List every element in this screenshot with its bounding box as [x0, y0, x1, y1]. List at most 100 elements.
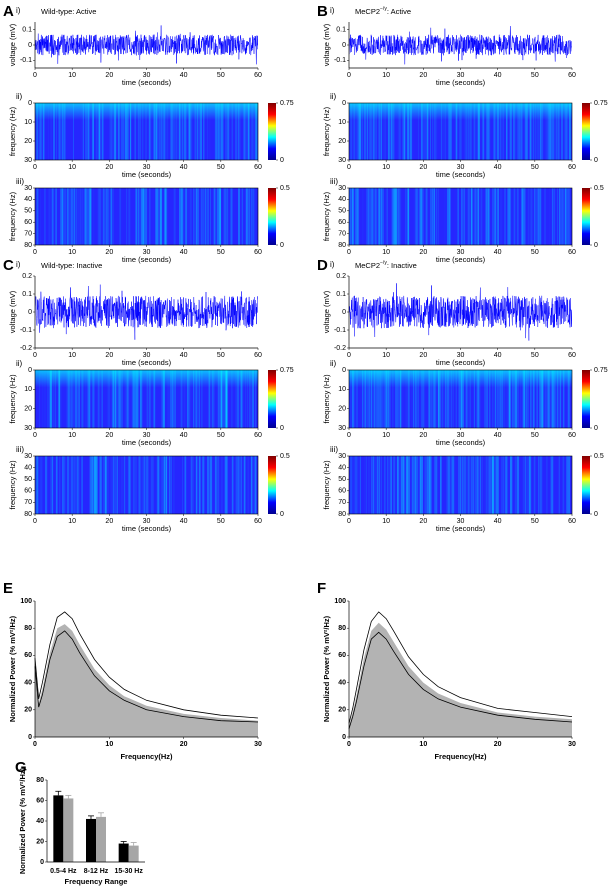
- spectrogram-texture: [494, 370, 496, 428]
- spectrogram-texture: [50, 370, 52, 428]
- spectrogram-texture: [352, 370, 353, 428]
- spectrogram-texture: [396, 188, 397, 245]
- spectrogram-texture: [526, 456, 528, 514]
- spectrogram-texture: [133, 456, 136, 514]
- spectrogram-texture: [484, 370, 486, 428]
- spectrogram-texture: [395, 370, 398, 428]
- spectrogram-texture: [93, 456, 96, 514]
- y-axis-label: voltage (mV): [322, 23, 331, 66]
- spectrogram-texture: [402, 456, 405, 514]
- spectrogram-texture: [192, 456, 194, 514]
- spectrogram-texture: [567, 370, 570, 428]
- spectrogram-texture: [201, 370, 203, 428]
- spectrogram-texture: [371, 370, 372, 428]
- spectrogram-texture: [492, 103, 495, 160]
- spectrogram-texture: [560, 370, 562, 428]
- spectrogram-texture: [155, 103, 157, 160]
- sub-label: ii): [16, 359, 23, 368]
- spectrogram-texture: [125, 103, 128, 160]
- spectrogram-texture: [238, 370, 240, 428]
- spectrogram-texture: [357, 103, 360, 160]
- spectrogram-texture: [448, 370, 450, 428]
- spectrogram-texture: [85, 188, 88, 245]
- spectrogram-texture: [525, 456, 526, 514]
- spectrogram-texture: [145, 456, 148, 514]
- spectrogram-texture: [428, 370, 431, 428]
- spectrogram-texture: [149, 370, 151, 428]
- spectrogram-texture: [155, 188, 157, 245]
- spectrogram-texture: [541, 456, 543, 514]
- spectrogram-texture: [124, 456, 125, 514]
- spectrogram-texture: [564, 188, 567, 245]
- spectrogram-texture: [164, 370, 165, 428]
- spectrogram-texture: [403, 103, 406, 160]
- spectrogram-texture: [152, 456, 154, 514]
- spectrogram-texture: [549, 103, 552, 160]
- spectrogram-texture: [67, 370, 70, 428]
- spectrogram-texture: [72, 188, 75, 245]
- spectrogram-texture: [135, 188, 136, 245]
- spectrogram-texture: [165, 456, 167, 514]
- colorbar-tick-label: 0.75: [594, 367, 608, 374]
- spectrogram-texture: [245, 456, 247, 514]
- x-tick-label: 0: [33, 518, 37, 525]
- spectrogram-texture: [401, 456, 403, 514]
- spectrogram-texture: [226, 188, 228, 245]
- spectrogram-texture: [37, 188, 39, 245]
- spectrogram-texture: [39, 370, 40, 428]
- spectrogram-texture: [102, 188, 105, 245]
- spectrogram-texture: [394, 188, 397, 245]
- spectrogram-texture: [373, 370, 376, 428]
- spectrogram-texture: [419, 456, 421, 514]
- spectrogram-texture: [96, 456, 98, 514]
- spectrogram-texture: [559, 370, 562, 428]
- spectrogram-texture: [148, 103, 150, 160]
- spectrogram-texture: [561, 188, 563, 245]
- y-tick-label: 40: [24, 464, 32, 471]
- spectrogram-texture: [362, 370, 364, 428]
- spectrogram-texture: [137, 370, 139, 428]
- x-tick-label: 0: [33, 741, 37, 748]
- spectrogram-texture: [522, 188, 525, 245]
- y-tick-label: 0: [342, 309, 346, 316]
- spectrogram-texture: [399, 370, 402, 428]
- spectrogram-texture: [138, 456, 141, 514]
- spectrogram-texture: [203, 103, 205, 160]
- spectrogram-texture: [553, 188, 555, 245]
- y-tick-label: 10: [24, 119, 32, 126]
- spectrogram-texture: [394, 188, 396, 245]
- x-tick-label: 50: [531, 249, 539, 256]
- spectrogram-texture: [510, 103, 512, 160]
- spectrogram-texture: [224, 456, 227, 514]
- spectrogram-texture: [421, 456, 423, 514]
- spectrogram-texture: [235, 370, 238, 428]
- spectrogram-texture: [190, 103, 191, 160]
- spectrogram-texture: [357, 456, 358, 514]
- spectrogram-texture: [421, 188, 424, 245]
- spectrogram-texture: [163, 103, 165, 160]
- spectrogram-texture: [117, 456, 118, 514]
- y-axis-label: voltage (mV): [8, 23, 17, 66]
- spectrogram-texture: [231, 370, 233, 428]
- spectrogram-texture: [114, 103, 116, 160]
- y-tick-label: -0.1: [334, 327, 346, 334]
- spectrogram-texture: [549, 188, 550, 245]
- spectrogram-texture: [530, 370, 532, 428]
- spectrogram-texture: [68, 188, 70, 245]
- spectrogram-texture: [111, 370, 114, 428]
- spectrogram-texture: [149, 188, 151, 245]
- y-tick-label: 0.1: [22, 27, 32, 34]
- y-tick-label: -0.2: [334, 345, 346, 352]
- spectrogram-texture: [551, 370, 554, 428]
- x-tick-label: 40: [494, 72, 502, 79]
- spectrogram-texture: [366, 103, 368, 160]
- x-tick-label: 10: [382, 164, 390, 171]
- spectrogram-texture: [370, 103, 372, 160]
- spectrogram-texture: [539, 103, 541, 160]
- spectrogram-texture: [473, 188, 475, 245]
- spectrogram-texture: [84, 370, 86, 428]
- spectrogram-texture: [253, 456, 256, 514]
- x-axis-label: time (seconds): [122, 524, 172, 533]
- spectrogram-texture: [226, 370, 229, 428]
